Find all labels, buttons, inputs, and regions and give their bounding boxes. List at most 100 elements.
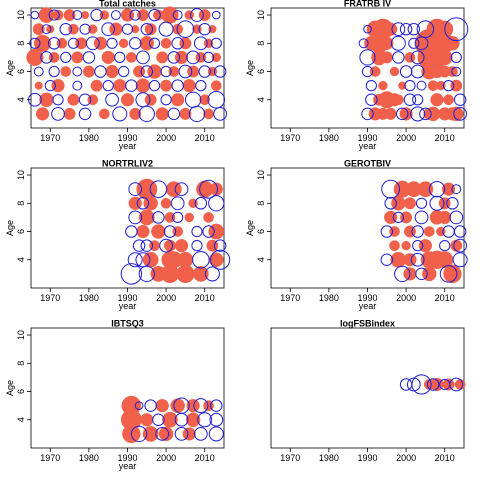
negative-residual-bubble [47,37,61,50]
negative-residual-bubble [148,37,161,49]
negative-residual-bubble [44,80,56,92]
negative-residual-bubble [365,93,378,107]
positive-residual-bubble [151,224,166,239]
negative-residual-bubble [110,10,121,21]
negative-residual-bubble [191,225,203,238]
positive-residual-bubble [398,81,407,90]
chart-panel-2: FRATRB IV 1970 1980 1990 2000 2010 4 6 8 10 year Ag… [245,0,469,151]
negative-residual-bubble [202,225,215,238]
negative-residual-bubble [186,50,200,65]
positive-residual-bubble [438,210,452,225]
positive-residual-bubble [32,23,45,36]
x-tick-label: 1990 [117,133,137,143]
negative-residual-bubble [394,265,411,283]
positive-residual-bubble [120,93,135,107]
negative-residual-bubble [85,36,100,51]
negative-residual-bubble [129,9,141,21]
negative-residual-bubble [193,398,209,414]
positive-residual-bubble [170,398,185,413]
negative-residual-bubble [403,93,417,107]
negative-residual-bubble [194,197,208,210]
positive-residual-bubble [142,251,159,268]
positive-residual-bubble [445,36,460,51]
negative-residual-bubble [128,210,143,225]
negative-residual-bubble [120,263,143,285]
x-axis-label: year [119,301,137,311]
negative-residual-bubble [48,65,60,78]
negative-residual-bubble [399,378,413,391]
positive-residual-bubble [80,10,90,20]
negative-residual-bubble [442,80,455,92]
y-axis-label: Age [5,380,15,396]
positive-residual-bubble [423,226,435,237]
negative-residual-bubble [114,51,126,64]
positive-residual-bubble [403,253,417,267]
negative-residual-bubble [192,250,210,269]
positive-residual-bubble [160,264,180,284]
negative-residual-bubble [451,66,462,77]
x-tick-label: 2000 [396,133,416,143]
negative-residual-bubble [191,240,203,252]
positive-residual-bubble [131,25,140,34]
x-tick-label: 1990 [117,453,137,463]
negative-residual-bubble [155,427,170,441]
negative-residual-bubble [384,197,397,210]
negative-residual-bubble [199,179,218,199]
y-tick-label: 8 [16,41,26,46]
positive-residual-bubble [450,239,463,252]
negative-residual-bubble [453,93,467,107]
negative-residual-bubble [105,92,119,107]
positive-residual-bubble [155,399,169,413]
positive-residual-bubble [380,51,393,64]
positive-residual-bubble [144,23,157,36]
negative-residual-bubble [48,9,60,21]
negative-residual-bubble [446,197,459,210]
positive-residual-bubble [63,9,76,22]
negative-residual-bubble [78,93,92,107]
y-axis-label: Age [245,220,255,236]
y-axis-label: Age [245,60,255,76]
positive-residual-bubble [144,93,157,106]
negative-residual-bubble [138,105,155,123]
positive-residual-bubble [90,79,103,92]
negative-residual-bubble [125,225,138,238]
positive-residual-bubble [75,37,88,50]
positive-residual-bubble [129,107,142,120]
chart-title: NORTRLIV2 [102,159,153,169]
positive-residual-bubble [199,94,211,106]
negative-residual-bubble [190,8,204,22]
negative-residual-bubble [176,20,195,38]
positive-residual-bubble [164,212,176,223]
x-tick-label: 2000 [156,293,176,303]
positive-residual-bubble [192,265,209,282]
positive-residual-bubble [384,22,398,36]
negative-residual-bubble [195,80,207,92]
y-tick-label: 8 [16,201,26,206]
negative-residual-bubble [396,107,409,121]
negative-residual-bubble [152,413,165,427]
negative-residual-bubble [453,107,468,121]
negative-residual-bubble [412,94,424,106]
negative-residual-bubble [172,10,183,21]
positive-residual-bubble [162,411,178,428]
positive-residual-bubble [369,66,381,77]
negative-residual-bubble [453,238,468,253]
x-tick-label: 1970 [280,133,300,143]
positive-residual-bubble [138,209,155,226]
negative-residual-bubble [439,240,451,252]
negative-residual-bubble [184,91,202,108]
positive-residual-bubble [34,81,43,90]
negative-residual-bubble [33,66,44,77]
x-axis-label: year [359,141,377,151]
x-tick-label: 2000 [156,453,176,463]
negative-residual-bubble [167,107,181,121]
positive-residual-bubble [399,107,413,121]
x-tick-label: 2010 [435,453,455,463]
x-tick-label: 2010 [435,293,455,303]
negative-residual-bubble [158,21,174,37]
positive-residual-bubble [423,107,436,120]
y-tick-label: 4 [16,257,26,262]
positive-residual-bubble [203,212,214,223]
negative-residual-bubble [72,10,83,21]
